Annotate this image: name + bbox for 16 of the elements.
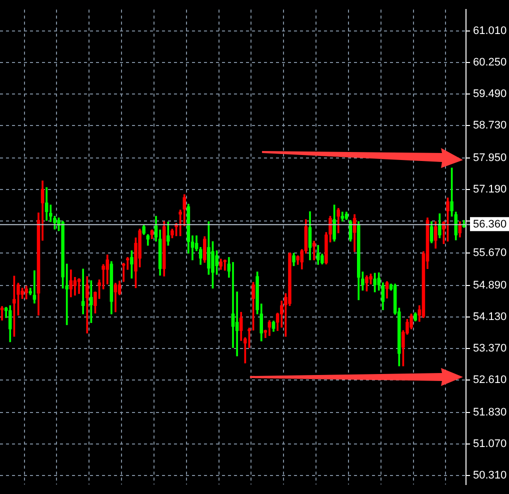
y-tick-label: 54.130 (473, 310, 507, 323)
y-tick-label: 59.490 (473, 88, 507, 100)
y-tick-label: 61.010 (473, 24, 507, 37)
y-tick-label: 58.730 (473, 120, 507, 132)
candlestick (81, 268, 85, 314)
y-tick-label: 60.250 (473, 56, 507, 68)
y-tick-label: 52.610 (473, 374, 507, 386)
y-tick-label: 57.950 (473, 152, 507, 164)
y-tick-label: 57.190 (473, 184, 507, 196)
y-tick-label: 51.830 (473, 406, 507, 419)
y-tick-label: 50.310 (473, 470, 507, 482)
y-tick-label: 53.370 (473, 342, 507, 354)
ref-line-label: 56.360 (473, 218, 507, 231)
y-tick-label: 54.890 (473, 279, 507, 292)
y-tick-label: 55.670 (473, 246, 507, 259)
y-tick-label: 51.070 (473, 438, 507, 450)
